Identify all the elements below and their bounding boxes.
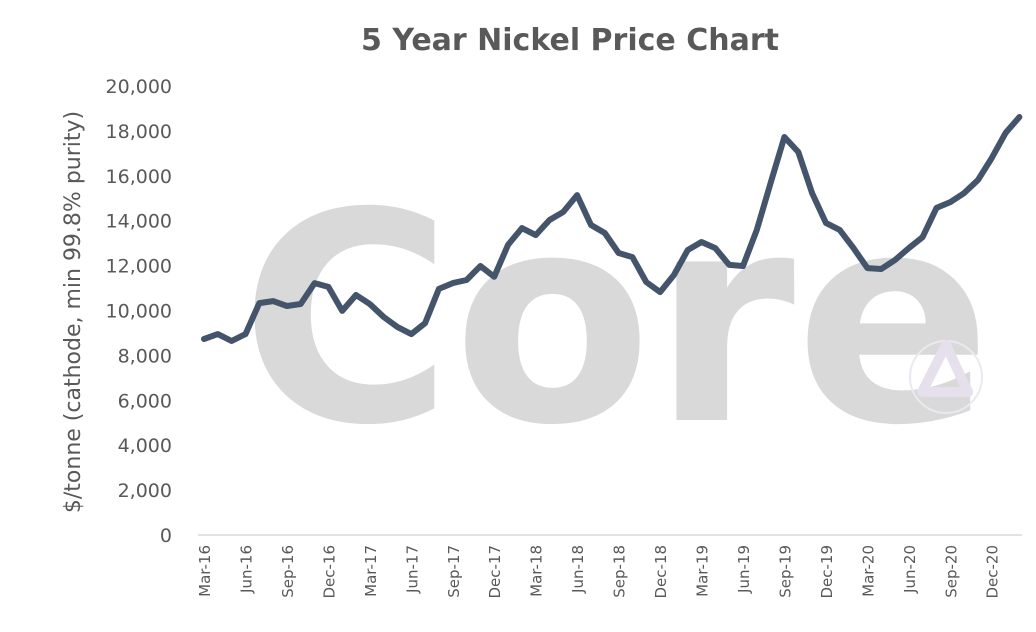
y-tick-label: 14,000 bbox=[106, 211, 172, 233]
x-tick-label: Jun-18 bbox=[569, 545, 587, 594]
x-tick-label: Dec-17 bbox=[486, 545, 504, 599]
x-tick-label: Sep-19 bbox=[776, 545, 794, 598]
x-tick-label: Sep-16 bbox=[279, 545, 297, 598]
y-tick-label: 10,000 bbox=[106, 301, 172, 323]
y-axis-label: $/tonne (cathode, min 99.8% purity) bbox=[61, 111, 86, 513]
y-tick-label: 20,000 bbox=[106, 76, 172, 98]
x-tick-label: Mar-18 bbox=[528, 545, 546, 597]
x-tick-label: Sep-20 bbox=[942, 545, 960, 598]
x-tick-label: Dec-18 bbox=[652, 545, 670, 599]
x-tick-label: Jun-17 bbox=[403, 545, 421, 594]
watermark: Core bbox=[240, 152, 992, 489]
price-line bbox=[201, 114, 1023, 344]
chart-title: 5 Year Nickel Price Chart bbox=[361, 23, 779, 58]
x-tick-label: Jun-20 bbox=[901, 545, 919, 594]
x-tick-label: Dec-19 bbox=[818, 545, 836, 599]
x-tick-label: Dec-16 bbox=[320, 545, 338, 599]
x-axis: Mar-16 Jun-16 Sep-16 Dec-16 Mar-17 Jun-17 Sep-… bbox=[196, 545, 1002, 599]
y-tick-label: 12,000 bbox=[106, 256, 172, 278]
x-tick-label: Jun-19 bbox=[735, 545, 753, 594]
x-tick-label: Sep-17 bbox=[445, 545, 463, 598]
x-tick-label: Jun-16 bbox=[237, 545, 255, 594]
watermark-text: Core bbox=[240, 152, 992, 489]
x-tick-label: Mar-20 bbox=[859, 545, 877, 597]
y-tick-label: 8,000 bbox=[118, 345, 172, 367]
watermark-logo-icon bbox=[909, 340, 983, 414]
y-tick-label: 2,000 bbox=[118, 480, 172, 502]
x-tick-label: Mar-17 bbox=[362, 545, 380, 597]
y-tick-label: 0 bbox=[160, 525, 172, 547]
y-axis: 0 2,000 4,000 6,000 8,000 10,000 12,000 14,000 1… bbox=[106, 76, 172, 547]
y-tick-label: 18,000 bbox=[106, 121, 172, 143]
y-tick-label: 4,000 bbox=[118, 435, 172, 457]
x-tick-label: Mar-19 bbox=[694, 545, 712, 597]
x-tick-label: Mar-16 bbox=[196, 545, 214, 597]
y-tick-label: 6,000 bbox=[118, 390, 172, 412]
x-tick-label: Sep-18 bbox=[611, 545, 629, 598]
y-tick-label: 16,000 bbox=[106, 166, 172, 188]
x-tick-label: Dec-20 bbox=[984, 545, 1002, 599]
